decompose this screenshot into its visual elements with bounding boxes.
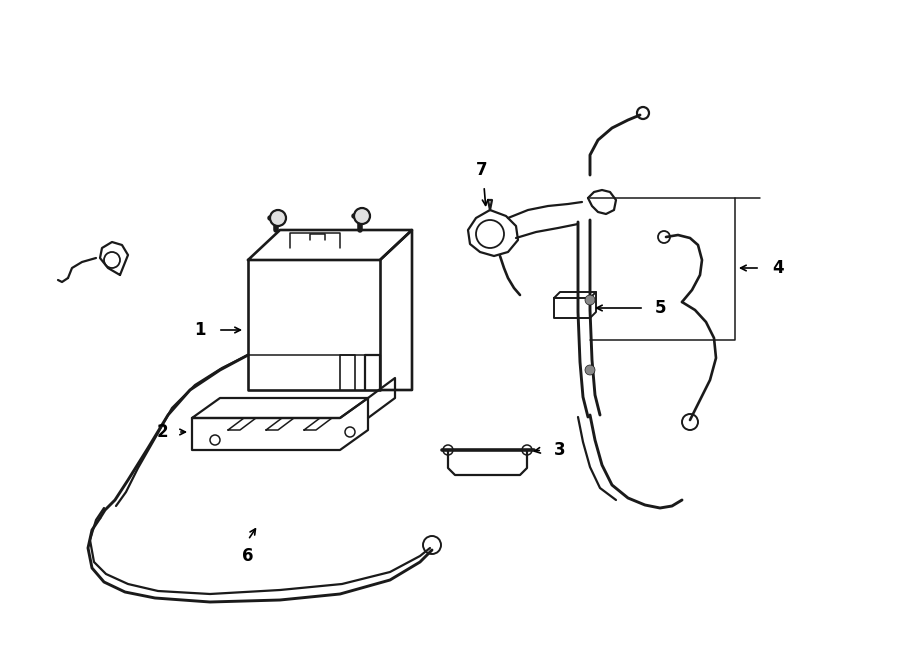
- Text: 2: 2: [157, 423, 167, 441]
- Circle shape: [270, 210, 286, 226]
- Text: 3: 3: [554, 441, 566, 459]
- Text: 4: 4: [772, 259, 784, 277]
- Circle shape: [354, 208, 370, 224]
- Text: 6: 6: [242, 547, 254, 565]
- Circle shape: [585, 365, 595, 375]
- Text: 5: 5: [654, 299, 666, 317]
- Text: 7: 7: [476, 161, 488, 179]
- Circle shape: [585, 295, 595, 305]
- Text: 1: 1: [194, 321, 206, 339]
